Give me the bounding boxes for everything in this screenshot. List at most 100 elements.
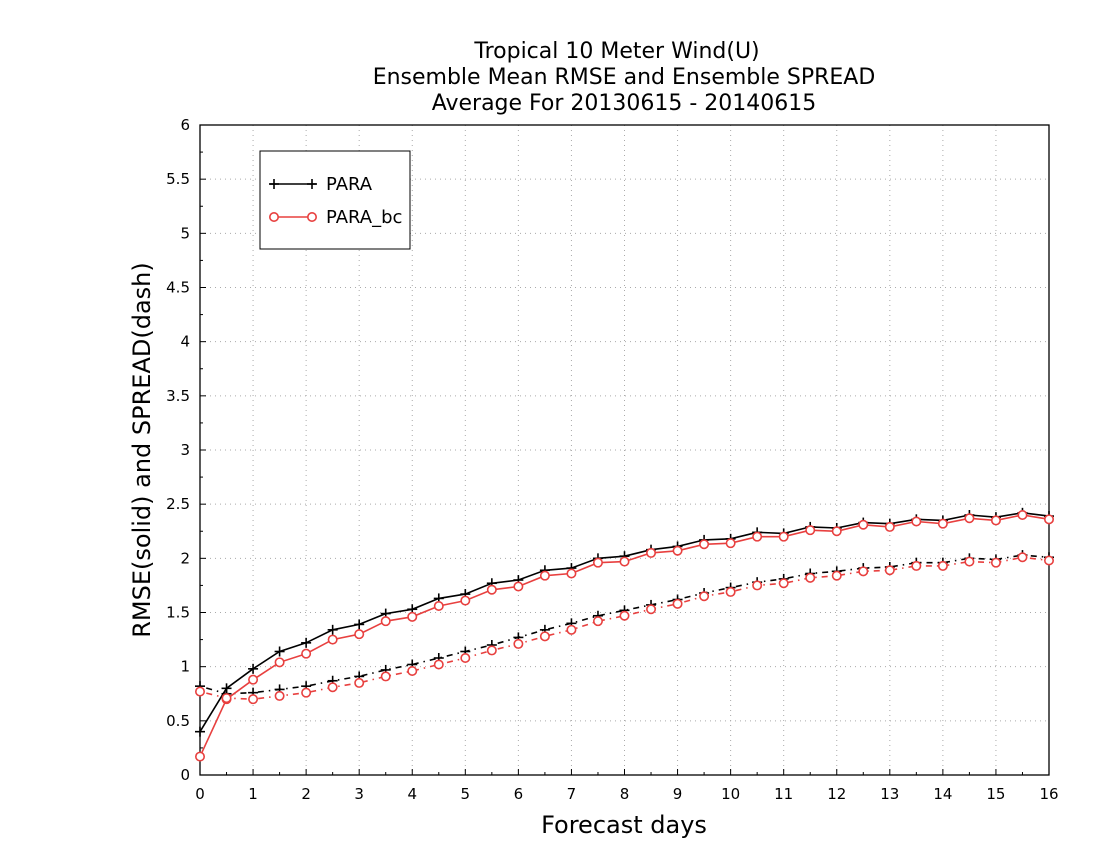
- data-point-para-bc-spread: [884, 565, 895, 576]
- data-point-para-bc-rmse: [937, 518, 948, 529]
- grid-lines: [200, 125, 1049, 775]
- legend-item: PARA: [269, 174, 373, 195]
- data-point-para-bc-rmse: [699, 539, 710, 550]
- y-tick-label: 1.5: [166, 604, 190, 622]
- data-point-para-rmse: [327, 624, 338, 635]
- data-point-para-bc-rmse: [195, 751, 206, 762]
- x-tick-label: 10: [721, 785, 740, 803]
- data-point-para-bc-rmse: [858, 519, 869, 530]
- y-tick-label: 3: [180, 441, 190, 459]
- data-point-para-bc-spread: [486, 645, 497, 656]
- data-point-para-bc-rmse: [274, 657, 285, 668]
- chart-title-line-1: Tropical 10 Meter Wind(U): [473, 39, 759, 64]
- data-point-para-bc-spread: [619, 610, 630, 621]
- x-axis-tick-labels: 0 1 2 3 4 5 6 7 8 9 10 11 12 13 14 15 16: [195, 785, 1058, 803]
- data-point-para-bc-spread: [327, 682, 338, 693]
- data-point-para-bc-spread: [911, 560, 922, 571]
- y-tick-label: 0.5: [166, 712, 190, 730]
- x-tick-label: 0: [195, 785, 205, 803]
- data-point-para-bc-spread: [433, 659, 444, 670]
- data-point-para-bc-rmse: [380, 616, 391, 627]
- y-tick-label: 5: [180, 224, 190, 242]
- series-layer: [195, 507, 1055, 762]
- y-tick-label: 3.5: [166, 387, 190, 405]
- y-axis-label: RMSE(solid) and SPREAD(dash): [128, 262, 156, 638]
- data-point-para-bc-spread: [592, 616, 603, 627]
- data-point-para-bc-rmse: [964, 513, 975, 524]
- y-tick-label: 1: [180, 658, 190, 676]
- data-point-para-bc-rmse: [725, 538, 736, 549]
- y-tick-label: 6: [180, 116, 190, 134]
- data-point-para-bc-spread: [354, 677, 365, 688]
- y-tick-label: 0: [180, 766, 190, 784]
- data-point-para-rmse: [248, 663, 259, 674]
- y-tick-label: 4.5: [166, 279, 190, 297]
- data-point-para-bc-rmse: [301, 648, 312, 659]
- x-tick-label: 13: [880, 785, 899, 803]
- x-tick-label: 5: [461, 785, 471, 803]
- x-tick-label: 4: [407, 785, 417, 803]
- data-point-para-bc-spread: [858, 566, 869, 577]
- data-point-para-bc-spread: [778, 578, 789, 589]
- data-point-para-bc-rmse: [460, 595, 471, 606]
- legend-marker: [269, 179, 279, 189]
- x-tick-label: 8: [620, 785, 630, 803]
- y-tick-label: 5.5: [166, 170, 190, 188]
- x-tick-label: 3: [354, 785, 364, 803]
- data-point-para-bc-rmse: [990, 515, 1001, 526]
- data-point-para-bc-rmse: [911, 516, 922, 527]
- data-point-para-bc-spread: [195, 686, 206, 697]
- data-point-para-bc-spread: [1044, 555, 1055, 566]
- data-point-para-rmse: [274, 646, 285, 657]
- y-axis-tick-labels: 0 0.5 1 1.5 2 2.5 3 3.5 4 4.5 5 5.5 6: [166, 116, 190, 784]
- data-point-para-bc-rmse: [672, 545, 683, 556]
- data-point-para-rmse: [195, 726, 205, 737]
- data-point-para-bc-rmse: [831, 526, 842, 537]
- data-point-para-bc-rmse: [433, 600, 444, 611]
- data-point-para-bc-rmse: [513, 581, 524, 592]
- data-point-para-bc-rmse: [805, 525, 816, 536]
- data-point-para-bc-spread: [752, 580, 763, 591]
- data-point-para-bc-spread: [699, 591, 710, 602]
- legend-box: [259, 150, 411, 250]
- x-tick-label: 6: [514, 785, 524, 803]
- data-point-para-bc-rmse: [354, 629, 365, 640]
- data-point-para-bc-spread: [221, 693, 232, 704]
- axis-ticks: [199, 124, 1050, 776]
- data-point-para-bc-rmse: [619, 556, 630, 567]
- data-point-para-bc-rmse: [486, 584, 497, 595]
- x-tick-label: 16: [1039, 785, 1058, 803]
- series-para-spread: [195, 550, 1054, 699]
- legend-label: PARA: [326, 174, 373, 195]
- data-point-para-bc-spread: [964, 556, 975, 567]
- y-tick-label: 2: [180, 549, 190, 567]
- data-point-para-bc-rmse: [592, 557, 603, 568]
- x-tick-label: 1: [248, 785, 258, 803]
- data-point-para-bc-spread: [380, 671, 391, 682]
- y-tick-label: 4: [180, 333, 190, 351]
- x-tick-label: 12: [827, 785, 846, 803]
- x-tick-label: 15: [986, 785, 1005, 803]
- data-point-para-bc-rmse: [778, 531, 789, 542]
- data-point-para-bc-spread: [646, 604, 657, 615]
- series-para-bc-rmse: [195, 509, 1055, 762]
- data-point-para-bc-spread: [725, 586, 736, 597]
- data-point-para-bc-spread: [937, 560, 948, 571]
- data-point-para-bc-spread: [805, 572, 816, 583]
- data-point-para-bc-spread: [460, 652, 471, 663]
- data-point-para-rmse: [301, 637, 312, 648]
- x-tick-label: 7: [567, 785, 577, 803]
- data-point-para-bc-spread: [274, 690, 285, 701]
- data-point-para-bc-spread: [831, 570, 842, 581]
- data-point-para-bc-spread: [566, 624, 577, 635]
- data-point-para-rmse: [354, 619, 365, 630]
- data-point-para-bc-rmse: [1017, 509, 1028, 520]
- legend-marker: [307, 179, 317, 189]
- data-point-para-bc-spread: [301, 687, 312, 698]
- y-tick-label: 2.5: [166, 495, 190, 513]
- legend-item: PARA_bc: [268, 207, 402, 228]
- x-tick-label: 2: [301, 785, 311, 803]
- legend-label: PARA_bc: [326, 207, 402, 228]
- x-tick-label: 9: [673, 785, 683, 803]
